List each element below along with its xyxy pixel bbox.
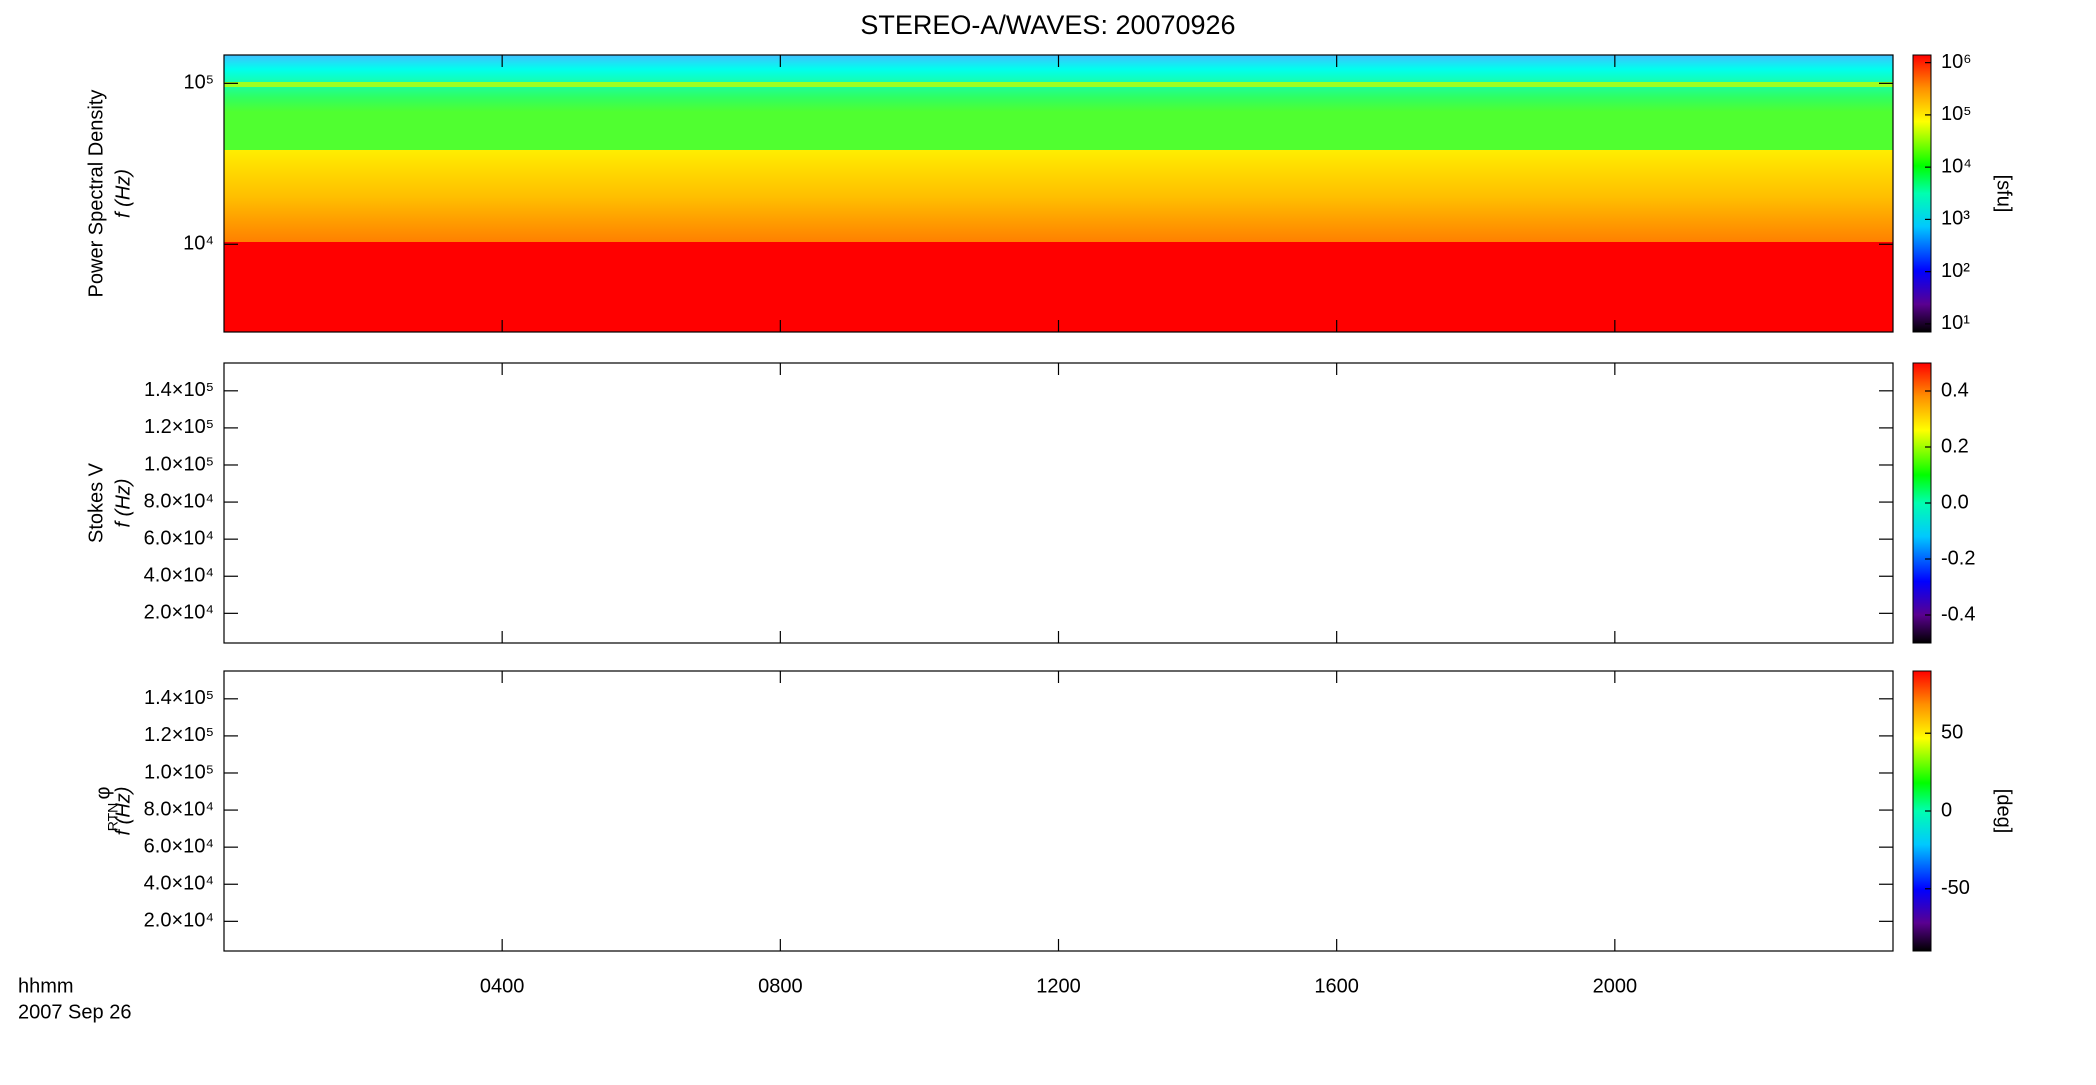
spectrogram-line — [224, 82, 1893, 87]
y-tick-label: 10⁴ — [183, 233, 214, 255]
y-axis-label: Stokes V — [85, 462, 107, 543]
colorbar-tick-label: -0.4 — [1941, 603, 1975, 625]
y-axis-label: φ — [92, 786, 114, 799]
y-tick-label: 1.2×10⁵ — [144, 724, 214, 746]
colorbar-tick-label: 10³ — [1941, 208, 1970, 230]
y-tick-label: 2.0×10⁴ — [144, 602, 214, 624]
x-tick-label: 2000 — [1593, 975, 1638, 997]
spectrogram-low — [224, 242, 1893, 332]
colorbar-tick-label: 0 — [1941, 799, 1952, 821]
x-tick-label: 1200 — [1036, 975, 1081, 997]
x-tick-label: 1600 — [1314, 975, 1359, 997]
x-tick-label: 0800 — [758, 975, 803, 997]
x-tick-label: 0400 — [480, 975, 525, 997]
colorbar-tick-label: 10⁶ — [1941, 51, 1971, 73]
y-tick-label: 1.4×10⁵ — [144, 379, 214, 401]
colorbar — [1912, 54, 1932, 333]
y-axis-label-sub: RTN — [105, 803, 121, 832]
colorbar-tick-label: 10⁴ — [1941, 155, 1972, 177]
y-axis-title: Power Spectral Density f (Hz) — [85, 90, 134, 298]
y-axis-label: Power Spectral Density — [85, 90, 107, 298]
spectrogram — [224, 55, 1893, 332]
colorbar-tick-label: 10¹ — [1941, 312, 1970, 334]
colorbar-tick-label: 0.4 — [1941, 379, 1969, 401]
y-axis-unit: f (Hz) — [112, 787, 134, 836]
y-tick-label: 8.0×10⁴ — [144, 490, 214, 512]
colorbar-label: [sfu] — [1993, 175, 2015, 213]
spectrogram-mid — [224, 150, 1893, 242]
colorbar-tick-label: -0.2 — [1941, 547, 1975, 569]
plot-frame — [223, 362, 1894, 644]
colorbar-tick-label: 10² — [1941, 260, 1970, 282]
spectrogram-high — [224, 55, 1893, 150]
y-axis-unit: f (Hz) — [112, 479, 134, 528]
date-label: 2007 Sep 26 — [18, 1001, 131, 1023]
colorbar-tick-label: 0.2 — [1941, 435, 1969, 457]
y-tick-label: 8.0×10⁴ — [144, 798, 214, 820]
y-tick-label: 10⁵ — [183, 72, 214, 94]
y-tick-label: 4.0×10⁴ — [144, 565, 214, 587]
colorbar-tick-label: 50 — [1941, 722, 1963, 744]
y-tick-label: 4.0×10⁴ — [144, 873, 214, 895]
y-tick-label: 6.0×10⁴ — [144, 835, 214, 857]
y-tick-label: 1.0×10⁵ — [144, 453, 214, 475]
x-axis-label: hhmm — [18, 975, 74, 997]
y-tick-label: 1.0×10⁵ — [144, 761, 214, 783]
chart-title: STEREO-A/WAVES: 20070926 — [860, 10, 1235, 40]
y-tick-label: 1.4×10⁵ — [144, 687, 214, 709]
plot-frame — [223, 670, 1894, 952]
y-tick-label: 2.0×10⁴ — [144, 910, 214, 932]
colorbar-tick-label: -50 — [1941, 877, 1970, 899]
y-tick-label: 6.0×10⁴ — [144, 527, 214, 549]
colorbar-tick-label: 0.0 — [1941, 491, 1969, 513]
y-axis-unit: f (Hz) — [112, 169, 134, 218]
colorbar-tick-label: 10⁵ — [1941, 103, 1972, 125]
y-tick-label: 1.2×10⁵ — [144, 416, 214, 438]
colorbar-label: [deg] — [1993, 789, 2015, 833]
